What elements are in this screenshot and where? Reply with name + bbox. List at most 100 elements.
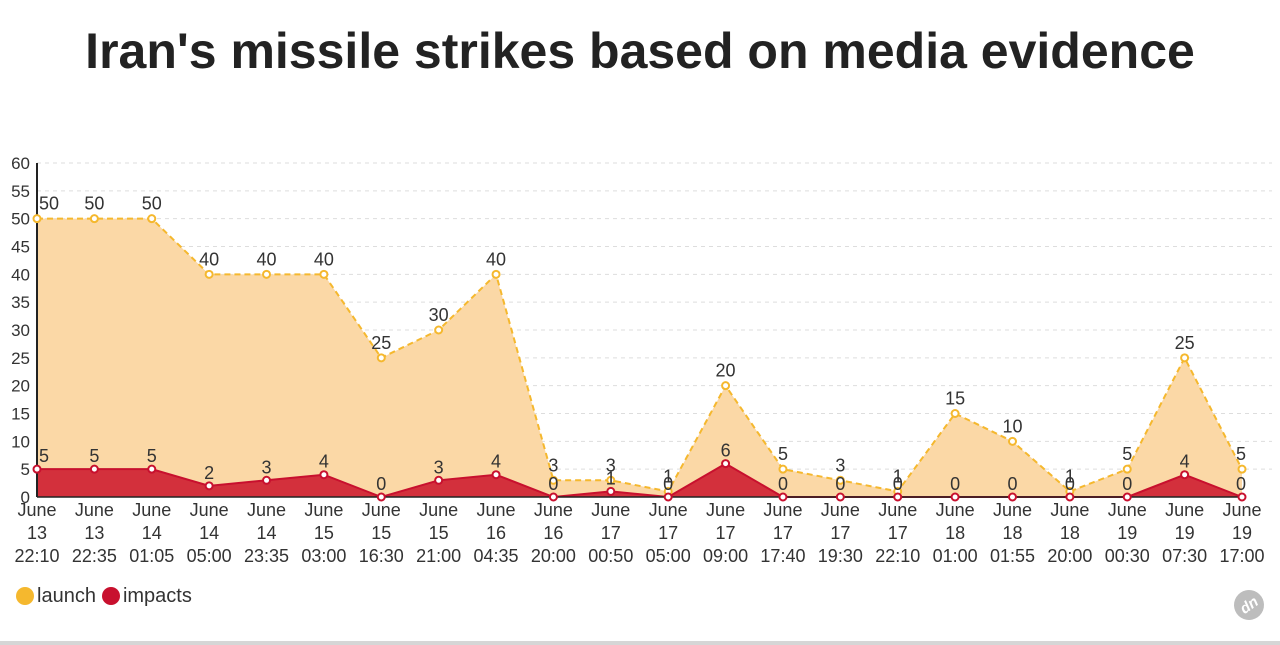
x-tick-label-line: 15 xyxy=(314,523,334,543)
x-tick-label-line: June xyxy=(821,500,860,520)
x-tick-label-line: 01:05 xyxy=(129,546,174,566)
x-tick-label: June 17 00:50 xyxy=(588,500,633,566)
data-label-launch: 15 xyxy=(945,389,965,409)
data-label-impacts: 3 xyxy=(434,457,444,477)
x-tick-label: June 17 22:10 xyxy=(875,500,920,566)
point-impacts xyxy=(950,492,960,502)
data-label-launch: 50 xyxy=(84,194,104,214)
x-tick-label-line: 17 xyxy=(658,523,678,543)
x-tick-label-line: 04:35 xyxy=(474,546,519,566)
x-tick-label: June 15 16:30 xyxy=(359,500,404,566)
x-tick-label-line: 00:50 xyxy=(588,546,633,566)
x-tick-label-line: June xyxy=(362,500,401,520)
x-tick-label-line: 05:00 xyxy=(646,546,691,566)
y-tick-label: 5 xyxy=(21,460,30,479)
point-launch xyxy=(721,381,731,391)
legend-swatch-launch xyxy=(16,587,34,605)
data-label-impacts: 2 xyxy=(204,463,214,483)
data-label-launch: 20 xyxy=(716,361,736,381)
y-tick-label: 20 xyxy=(11,377,30,396)
point-launch xyxy=(32,214,42,224)
x-tick-label-line: June xyxy=(534,500,573,520)
legend: launch impacts xyxy=(16,584,198,608)
point-impacts xyxy=(319,470,329,480)
x-tick-label-line: 14 xyxy=(257,523,277,543)
point-impacts xyxy=(1122,492,1132,502)
data-points xyxy=(32,214,1247,502)
data-label-impacts: 0 xyxy=(548,474,558,494)
x-tick-label-line: 19 xyxy=(1175,523,1195,543)
y-tick-label: 60 xyxy=(11,154,30,173)
point-impacts xyxy=(893,492,903,502)
data-label-impacts: 4 xyxy=(491,452,501,472)
x-tick-label-line: 15 xyxy=(429,523,449,543)
point-impacts xyxy=(663,492,673,502)
point-impacts xyxy=(262,475,272,485)
x-tick-label-line: June xyxy=(763,500,802,520)
x-tick-label: June 16 20:00 xyxy=(531,500,576,566)
x-tick-label: June 17 19:30 xyxy=(818,500,863,566)
legend-item-launch[interactable]: launch xyxy=(16,585,96,608)
x-tick-label-line: 22:35 xyxy=(72,546,117,566)
data-label-impacts: 4 xyxy=(319,452,329,472)
x-tick-label-line: 18 xyxy=(1060,523,1080,543)
x-tick-label-line: June xyxy=(878,500,917,520)
data-label-launch: 5 xyxy=(1236,444,1246,464)
data-label-impacts: 0 xyxy=(663,474,673,494)
x-tick-label: June 17 09:00 xyxy=(703,500,748,566)
point-launch xyxy=(491,269,501,279)
x-tick-label: June 16 04:35 xyxy=(474,500,519,566)
point-impacts xyxy=(835,492,845,502)
x-tick-label-line: 17 xyxy=(888,523,908,543)
x-tick-label-line: June xyxy=(247,500,286,520)
x-tick-label: June 18 20:00 xyxy=(1047,500,1092,566)
x-tick-label-line: 22:10 xyxy=(14,546,59,566)
data-label-launch: 3 xyxy=(606,455,616,475)
data-label-launch: 1 xyxy=(893,466,903,486)
x-tick-label: June 19 00:30 xyxy=(1105,500,1150,566)
legend-item-impacts[interactable]: impacts xyxy=(101,585,192,608)
area-impacts xyxy=(37,463,1242,497)
point-launch xyxy=(548,475,558,485)
data-label-impacts: 0 xyxy=(1236,474,1246,494)
point-launch xyxy=(950,409,960,418)
point-launch xyxy=(376,353,386,363)
data-label-impacts: 5 xyxy=(147,446,157,466)
point-impacts xyxy=(434,475,444,485)
x-tick-label-line: 13 xyxy=(27,523,47,543)
point-impacts xyxy=(32,464,42,474)
data-label-launch: 40 xyxy=(486,249,506,269)
x-tick-label-line: June xyxy=(304,500,343,520)
series-areas xyxy=(37,218,1242,497)
x-tick-label-line: 16:30 xyxy=(359,546,404,566)
data-label-launch: 5 xyxy=(1122,444,1132,464)
x-tick-label-line: 07:30 xyxy=(1162,546,1207,566)
line-launch xyxy=(37,217,1243,493)
x-tick-label-line: June xyxy=(419,500,458,520)
x-tick-label-line: 18 xyxy=(1002,523,1022,543)
point-impacts xyxy=(491,470,501,480)
point-launch xyxy=(147,214,157,224)
x-tick-label-line: 17:40 xyxy=(760,546,805,566)
x-tick-label-line: 05:00 xyxy=(187,546,232,566)
y-tick-label: 0 xyxy=(21,488,30,507)
point-launch xyxy=(1180,353,1190,363)
point-impacts xyxy=(204,481,214,491)
x-tick-label-line: 17 xyxy=(830,523,850,543)
data-label-impacts: 5 xyxy=(89,446,99,466)
y-tick-label: 25 xyxy=(11,349,30,368)
chart-title: Iran's missile strikes based on media ev… xyxy=(85,23,1195,79)
y-tick-labels: 0 5 10 15 20 25 30 35 40 45 50 55 60 xyxy=(11,154,30,507)
data-label-launch: 5 xyxy=(778,444,788,464)
point-impacts xyxy=(721,459,731,469)
data-label-launch: 50 xyxy=(142,194,162,214)
point-launch xyxy=(204,269,214,279)
x-tick-label-line: June xyxy=(649,500,688,520)
x-tick-label: June 17 05:00 xyxy=(646,500,691,566)
y-tick-label: 55 xyxy=(11,182,30,201)
x-tick-label-line: 13 xyxy=(84,523,104,543)
point-impacts xyxy=(548,492,558,502)
data-label-impacts: 0 xyxy=(835,474,845,494)
